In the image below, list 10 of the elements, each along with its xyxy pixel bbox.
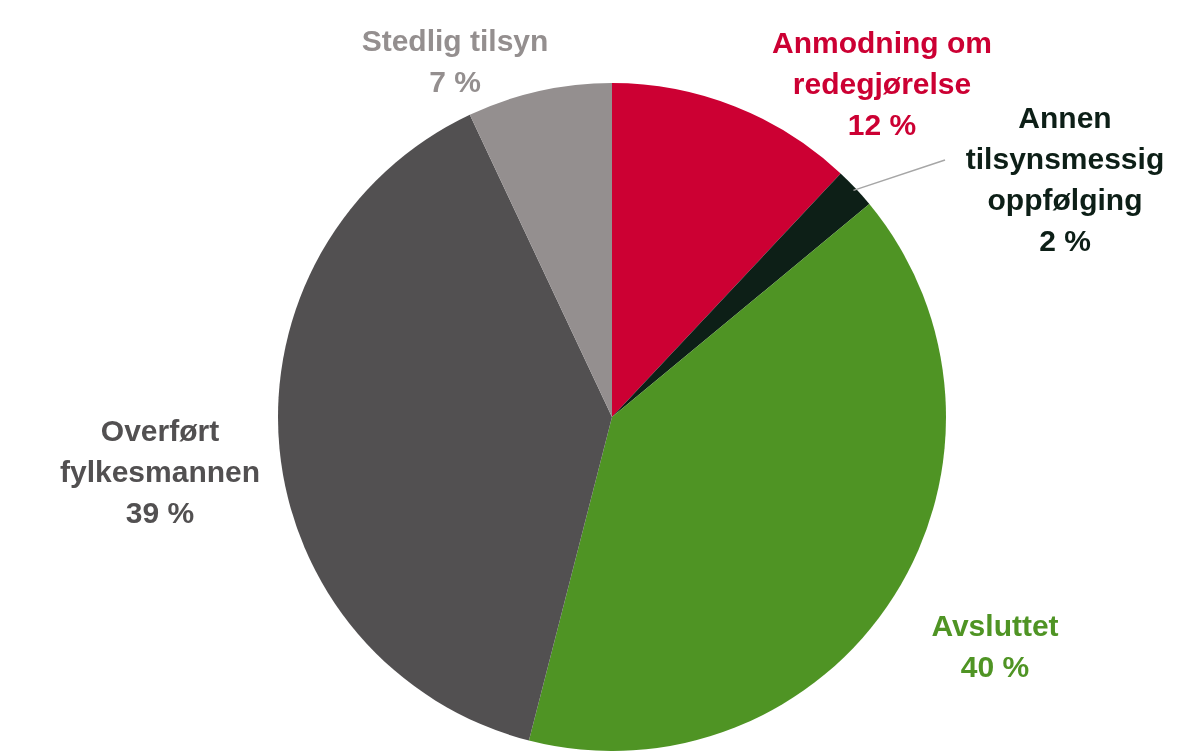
data-label: 39 % — [125, 496, 195, 530]
slice-label: Avsluttet — [931, 609, 1059, 643]
data-label: 2 % — [1039, 224, 1091, 258]
slice-label: Stedlig tilsyn — [361, 24, 549, 58]
data-label: 12 % — [847, 108, 917, 142]
slice-label: Anmodning om redegjørelse — [772, 26, 992, 101]
slice-label: Annen tilsynsmessig oppfølging — [965, 101, 1165, 217]
data-label: 7 % — [429, 65, 481, 99]
slice-label: Overført fylkesmannen — [59, 414, 261, 489]
data-label: 40 % — [960, 650, 1030, 684]
